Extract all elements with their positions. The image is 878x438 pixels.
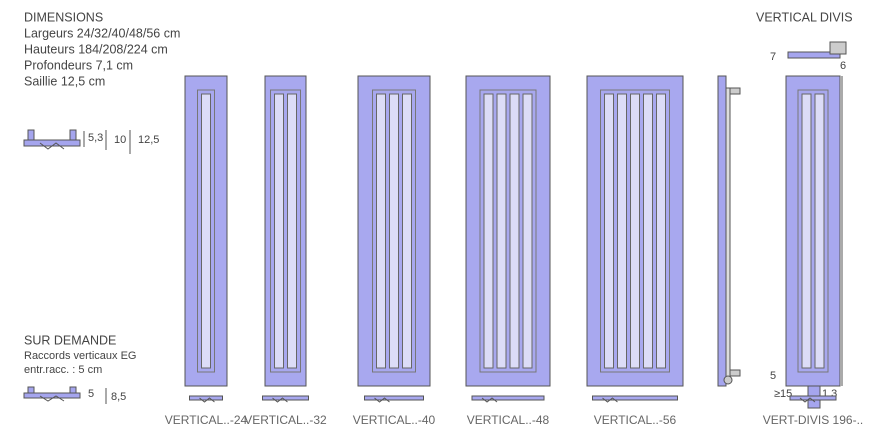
divis-title: VERTICAL DIVIS xyxy=(756,10,853,24)
connector-valve xyxy=(272,397,288,403)
dimension-line: Largeurs 24/32/40/48/56 cm xyxy=(24,26,180,40)
radiator-tube xyxy=(814,93,825,369)
connector-valve xyxy=(374,397,390,403)
radiator-frame xyxy=(797,89,829,373)
model-label: VERTICAL..-56 xyxy=(594,413,677,427)
radiator-frame xyxy=(197,89,215,373)
radiator-tube xyxy=(376,93,386,369)
connector-valve xyxy=(481,397,498,403)
radiator-panel xyxy=(264,75,307,387)
radiator-tube xyxy=(201,93,211,369)
request-title: SUR DEMANDE xyxy=(24,333,116,347)
radiator-tube xyxy=(509,93,520,369)
connector xyxy=(471,395,545,401)
radiator-tube xyxy=(617,93,627,369)
dimensions-title: DIMENSIONS xyxy=(24,10,103,24)
connector-valve xyxy=(602,397,618,403)
dimension-line: Hauteurs 184/208/224 cm xyxy=(24,42,168,56)
model-label: VERT-DIVIS 196-.. xyxy=(763,413,863,427)
section-label: 10 xyxy=(114,134,126,146)
section-icon xyxy=(23,129,131,404)
section-label: 5,3 xyxy=(88,132,103,144)
radiator-tube xyxy=(496,93,507,369)
radiator-tube xyxy=(402,93,412,369)
divis-label: 7 xyxy=(770,51,776,63)
request-line: Raccords verticaux EG xyxy=(24,350,136,362)
radiator-tube xyxy=(656,93,666,369)
divis-label: 5 xyxy=(770,370,776,382)
section-label: 5 xyxy=(88,388,94,400)
radiator-tube xyxy=(801,93,812,369)
radiator-frame xyxy=(372,89,416,373)
model-label: VERTICAL..-24 xyxy=(165,413,248,427)
divis-label: ≥15 xyxy=(774,388,792,400)
model-label: VERTICAL..-40 xyxy=(353,413,436,427)
radiator-frame xyxy=(270,89,301,373)
connector xyxy=(592,395,678,401)
radiator-panel xyxy=(785,75,841,387)
connector xyxy=(262,395,309,401)
radiator-frame xyxy=(479,89,537,373)
request-line: entr.racc. : 5 cm xyxy=(24,364,102,376)
dimension-line: Profondeurs 7,1 cm xyxy=(24,58,133,72)
divis-label: 6 xyxy=(840,60,846,72)
radiator-tube xyxy=(389,93,399,369)
connector xyxy=(189,395,223,401)
radiator-frame xyxy=(600,89,670,373)
connector xyxy=(789,395,837,401)
connector-valve xyxy=(799,397,816,403)
radiator-tube xyxy=(604,93,614,369)
connector xyxy=(364,395,424,401)
radiator-tube xyxy=(274,93,284,369)
radiator-panel xyxy=(465,75,551,387)
model-label: VERTICAL..-32 xyxy=(244,413,327,427)
radiator-tube xyxy=(483,93,494,369)
section-label: 12,5 xyxy=(138,134,159,146)
side-view xyxy=(717,41,847,409)
connector-valve xyxy=(199,397,215,403)
radiator-tube xyxy=(643,93,653,369)
radiator-tube xyxy=(630,93,640,369)
dimension-line: Saillie 12,5 cm xyxy=(24,74,105,88)
radiator-tube xyxy=(522,93,533,369)
model-label: VERTICAL..-48 xyxy=(467,413,550,427)
radiator-tube xyxy=(287,93,297,369)
section-label: 8,5 xyxy=(111,391,126,403)
